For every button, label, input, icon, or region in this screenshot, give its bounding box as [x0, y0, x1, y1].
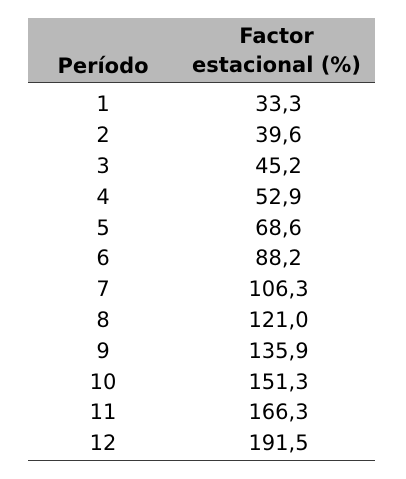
table-row: 4 52,9: [28, 181, 375, 212]
table-row: 8 121,0: [28, 305, 375, 336]
cell-periodo: 1: [96, 92, 110, 117]
cell-periodo: 12: [89, 431, 117, 456]
cell-factor: 45,2: [255, 153, 302, 178]
header-factor-line2: estacional (%): [192, 53, 361, 77]
table-bottom-rule: [28, 460, 375, 461]
cell-factor: 88,2: [255, 246, 302, 271]
table-row: 3 45,2: [28, 151, 375, 182]
cell-factor: 33,3: [255, 92, 302, 117]
table-row: 11 166,3: [28, 397, 375, 428]
cell-periodo: 4: [96, 184, 110, 209]
cell-factor: 121,0: [248, 307, 309, 332]
cell-factor: 135,9: [248, 338, 309, 363]
cell-factor: 166,3: [248, 400, 309, 425]
cell-periodo: 10: [89, 369, 117, 394]
cell-periodo: 2: [96, 123, 110, 148]
table-body: 1 33,3 2 39,6 3 45,2 4 52,9 5 68,6 6 88,…: [28, 83, 375, 459]
table-row: 6 88,2: [28, 243, 375, 274]
cell-factor: 68,6: [255, 215, 302, 240]
header-factor-line1: Factor: [239, 24, 314, 48]
table-header: Período Factor estacional (%): [28, 18, 375, 83]
table-row: 2 39,6: [28, 120, 375, 151]
cell-factor: 39,6: [255, 123, 302, 148]
cell-periodo: 11: [89, 400, 117, 425]
table-row: 5 68,6: [28, 212, 375, 243]
header-periodo: Período: [57, 54, 149, 78]
table-row: 12 191,5: [28, 428, 375, 459]
cell-factor: 106,3: [248, 277, 309, 302]
cell-periodo: 7: [96, 277, 110, 302]
cell-periodo: 8: [96, 307, 110, 332]
cell-periodo: 5: [96, 215, 110, 240]
seasonal-factor-table: Período Factor estacional (%) 1 33,3 2 3…: [28, 18, 375, 459]
cell-periodo: 6: [96, 246, 110, 271]
table-row: 7 106,3: [28, 274, 375, 305]
table-row: 1 33,3: [28, 89, 375, 120]
cell-factor: 52,9: [255, 184, 302, 209]
cell-factor: 191,5: [248, 431, 309, 456]
cell-factor: 151,3: [248, 369, 309, 394]
cell-periodo: 3: [96, 153, 110, 178]
cell-periodo: 9: [96, 338, 110, 363]
table-row: 10 151,3: [28, 366, 375, 397]
table-row: 9 135,9: [28, 335, 375, 366]
header-factor-estacional: Factor estacional (%): [178, 22, 375, 80]
